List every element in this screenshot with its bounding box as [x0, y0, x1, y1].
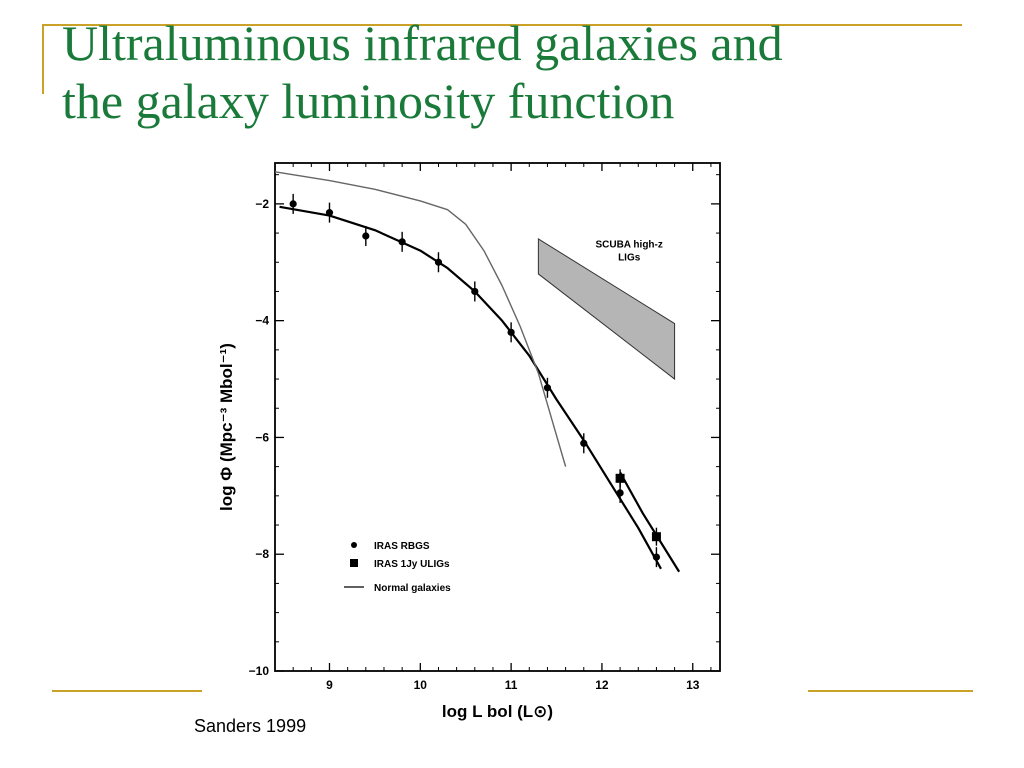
legend-square-marker — [350, 559, 358, 567]
plot-frame — [274, 162, 721, 672]
legend-label: Normal galaxies — [374, 583, 451, 594]
scuba-annotation-line1: SCUBA high-z — [595, 240, 662, 251]
figure-caption: Sanders 1999 — [194, 716, 307, 736]
top-accent-line — [42, 24, 962, 26]
y-tick-label: −2 — [255, 197, 269, 211]
legend-label: IRAS 1Jy ULIGs — [374, 559, 450, 570]
x-tick-label: 13 — [686, 678, 700, 692]
slide-title: Ultraluminous infrared galaxies and the … — [62, 14, 962, 130]
left-accent-line — [42, 24, 44, 94]
scuba-annotation-line2: LIGs — [618, 253, 641, 264]
slide-title-line1: Ultraluminous infrared galaxies and — [62, 15, 783, 71]
fit-curve — [619, 471, 681, 573]
x-axis-label: log L bol (L⊙) — [442, 702, 553, 721]
legend-label: IRAS RBGS — [374, 541, 430, 552]
y-tick-label: −8 — [255, 547, 269, 561]
fit-curve — [279, 205, 662, 570]
y-tick-label: −6 — [255, 430, 269, 444]
y-tick-label: −10 — [249, 664, 270, 678]
figure-background — [265, 152, 730, 704]
rbgs-data-point — [289, 200, 297, 208]
normal-galaxies-curve — [274, 171, 567, 467]
slide-title-line2: the galaxy luminosity function — [62, 73, 675, 129]
y-tick-label: −4 — [255, 314, 269, 328]
x-tick-label: 12 — [595, 678, 609, 692]
x-tick-label: 9 — [326, 678, 333, 692]
x-tick-label: 10 — [414, 678, 428, 692]
y-axis-label: log Φ (Mpc⁻³ Mbol⁻¹) — [217, 343, 236, 511]
rbgs-data-point — [362, 232, 370, 240]
x-tick-label: 11 — [505, 678, 518, 692]
bottom-left-accent-line — [52, 690, 202, 692]
bottom-right-accent-line — [808, 690, 973, 692]
scuba-region — [537, 238, 676, 381]
legend-dot-marker — [351, 542, 357, 548]
uligs-data-point — [615, 473, 625, 483]
